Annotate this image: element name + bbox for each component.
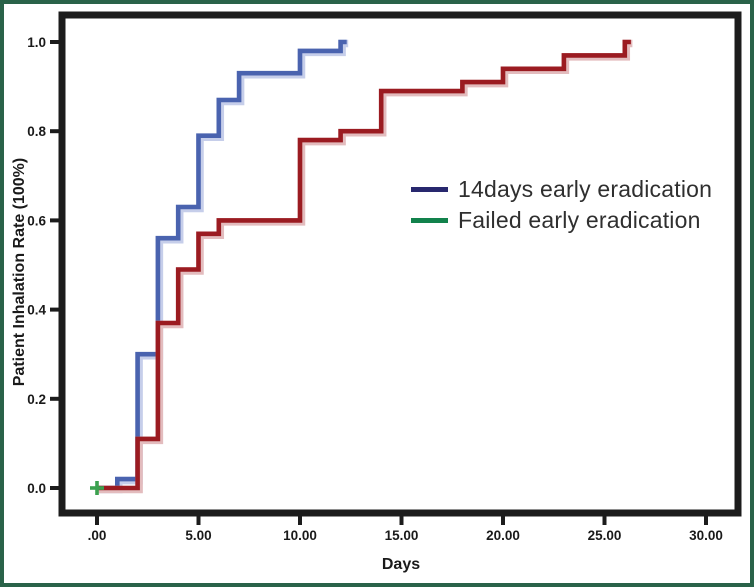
plot-area-border bbox=[58, 11, 742, 517]
legend-swatch-14days-icon bbox=[411, 187, 448, 192]
y-tick-label: 0.8 bbox=[27, 124, 46, 139]
origin-marker-group bbox=[90, 481, 104, 495]
survival-step-chart: .00 5.00 10.00 15.00 20.00 25.00 30.00 0.0 0.2 0.… bbox=[11, 11, 742, 573]
legend-swatch-failed-icon bbox=[411, 218, 448, 223]
legend-item-failed-early-eradication: Failed early eradication bbox=[411, 205, 712, 236]
x-tick-label: 30.00 bbox=[689, 528, 723, 543]
y-tick-label: 0.6 bbox=[27, 213, 46, 228]
y-axis-title: Patient Inhalation Rate (100%) bbox=[11, 158, 28, 387]
x-tick-label: 15.00 bbox=[385, 528, 419, 543]
y-tick-label: 1.0 bbox=[27, 35, 46, 50]
y-tick-label: 0.2 bbox=[27, 392, 46, 407]
legend-label-failed: Failed early eradication bbox=[458, 207, 701, 233]
legend-label-14days: 14days early eradication bbox=[458, 176, 713, 202]
y-tick-label: 0.0 bbox=[27, 481, 46, 496]
x-tick-label: 20.00 bbox=[486, 528, 520, 543]
series-lines bbox=[97, 39, 633, 494]
x-axis-title: Days bbox=[382, 556, 420, 573]
series-line-1 bbox=[97, 39, 631, 491]
legend: 14days early eradication Failed early er… bbox=[411, 174, 712, 236]
legend-item-14days-early-eradication: 14days early eradication bbox=[411, 174, 712, 205]
x-tick-label: .00 bbox=[88, 528, 107, 543]
y-tick-label: 0.4 bbox=[27, 303, 46, 318]
x-tick-label: 25.00 bbox=[588, 528, 622, 543]
axis-ticks: .00 5.00 10.00 15.00 20.00 25.00 30.00 0.0 0.2 0.… bbox=[27, 35, 723, 543]
x-tick-label: 10.00 bbox=[283, 528, 317, 543]
x-tick-label: 5.00 bbox=[185, 528, 211, 543]
